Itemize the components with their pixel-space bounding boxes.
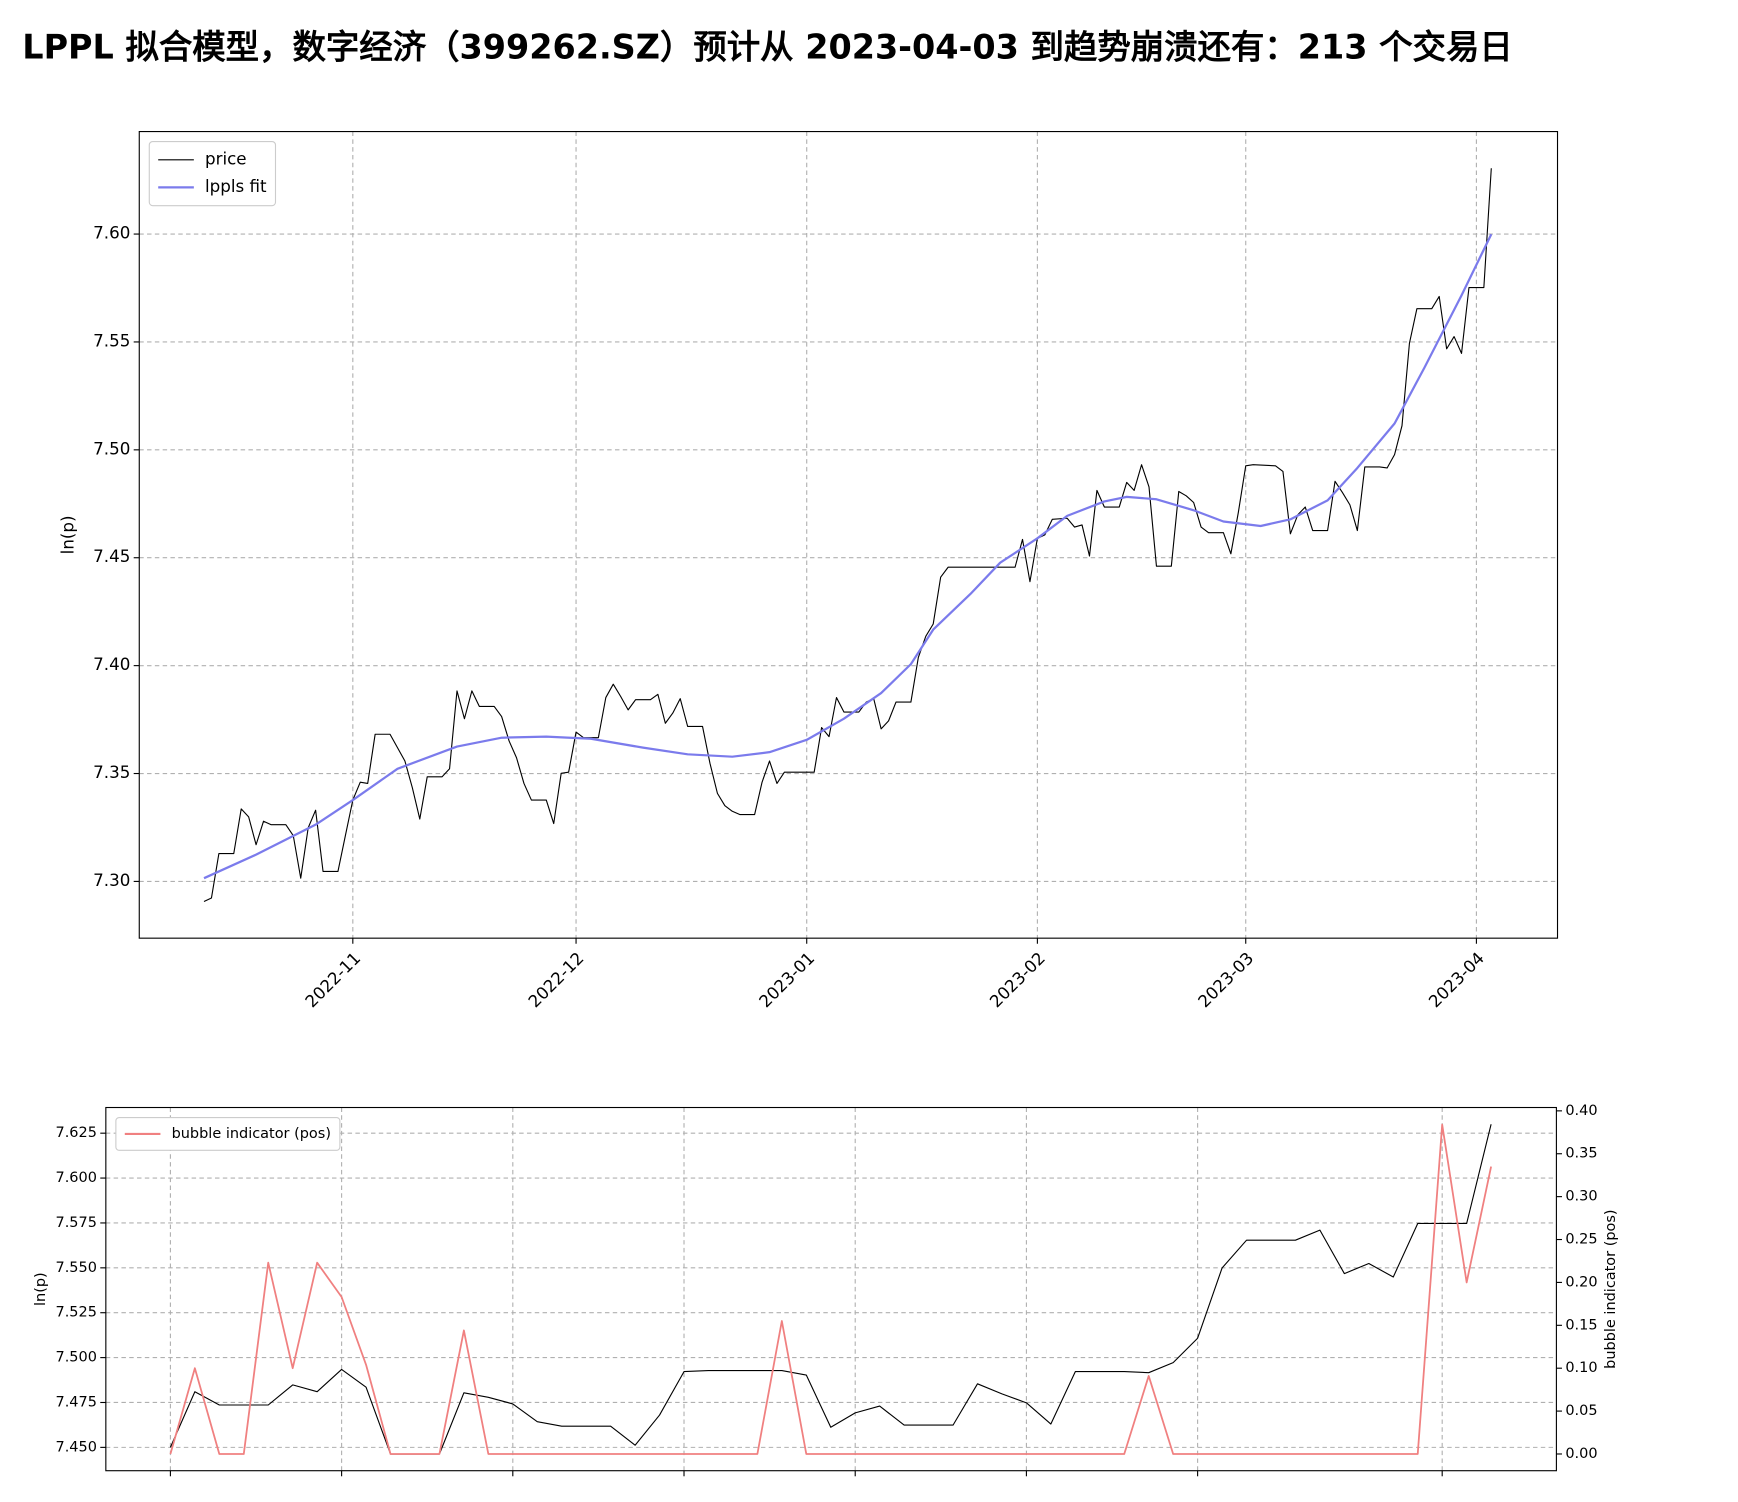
series-line [203, 168, 1492, 902]
y2-tick-label: 0.30 [1565, 1189, 1597, 1205]
x-tick-label: 2022-12 [524, 948, 587, 1011]
x-tick-label: 2023-03 [1194, 948, 1257, 1011]
y-tick-label: 7.600 [56, 1170, 97, 1186]
x-tick-label: 2022-11 [301, 948, 364, 1011]
y-tick-label: 7.550 [56, 1260, 97, 1276]
heading: LPPL 拟合模型，数字经济（399262.SZ）预计从 2023-04-03 … [22, 28, 1512, 67]
y-tick-label: 7.35 [93, 762, 130, 782]
y-tick-label: 7.40 [93, 654, 130, 674]
series-line [169, 1124, 1492, 1455]
y2-tick-label: 0.35 [1565, 1146, 1597, 1162]
y-tick-label: 7.575 [56, 1215, 97, 1231]
y-tick-label: 7.450 [56, 1439, 97, 1455]
y-tick-label: 7.500 [56, 1350, 97, 1366]
y-tick-label: 7.55 [93, 330, 130, 350]
series-line [169, 1123, 1492, 1455]
legend-label: lppls fit [205, 176, 267, 196]
legend-box [115, 1116, 341, 1151]
y2-axis-label: bubble indicator (pos) [1603, 1209, 1619, 1368]
y-tick-label: 7.525 [56, 1305, 97, 1321]
y-tick-label: 7.45 [93, 546, 130, 566]
x-tick-label: 2023-01 [755, 948, 818, 1011]
x-tick-label: 2023-02 [985, 948, 1048, 1011]
y-axis-label: ln(p) [58, 515, 78, 554]
x-tick-label: 2023-04 [1424, 948, 1487, 1011]
y2-tick-label: 0.10 [1565, 1360, 1597, 1376]
legend: bubble indicator (pos) [115, 1116, 341, 1151]
legend-label: price [205, 148, 247, 168]
y-tick-label: 7.60 [93, 223, 130, 243]
y2-tick-label: 0.00 [1565, 1446, 1597, 1462]
legend-box [148, 141, 277, 207]
legend: price lppls fit [148, 141, 277, 207]
series-line [203, 233, 1493, 880]
y-tick-label: 7.625 [56, 1125, 97, 1141]
y2-tick-label: 0.20 [1565, 1274, 1597, 1290]
y2-tick-label: 0.40 [1565, 1103, 1597, 1119]
plot-frame [105, 1106, 1557, 1472]
legend-label: bubble indicator (pos) [172, 1126, 331, 1142]
y-tick-label: 7.30 [93, 870, 130, 890]
y2-tick-label: 0.15 [1565, 1317, 1597, 1333]
y2-tick-label: 0.25 [1565, 1232, 1597, 1248]
y2-tick-label: 0.05 [1565, 1403, 1597, 1419]
plot-frame [138, 131, 1559, 939]
y-tick-label: 7.475 [56, 1394, 97, 1410]
y-axis-label: ln(p) [33, 1272, 49, 1306]
y-tick-label: 7.50 [93, 438, 130, 458]
